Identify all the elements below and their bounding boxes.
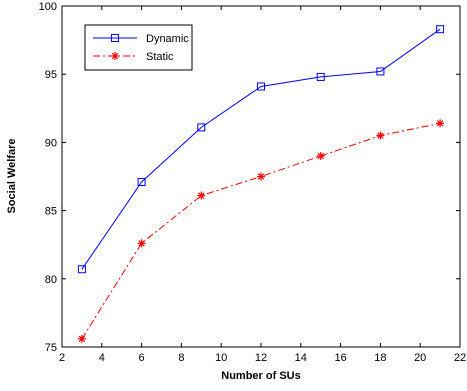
x-tick-label: 4 [99,352,105,364]
asterisk-stroke [138,240,145,247]
data-point-static [137,239,146,248]
legend-marker-dynamic [111,34,119,42]
y-tick-label: 100 [39,1,57,13]
y-tick-label: 90 [45,137,57,149]
x-axis-title: Number of SUs [221,370,300,382]
data-point-static [257,172,265,181]
asterisk-stroke [78,335,86,343]
y-tick-label: 75 [45,342,57,354]
data-point-static [436,119,445,128]
x-tick-label: 16 [334,352,346,364]
data-point-dynamic [197,123,206,132]
legend-label-static: Static [146,51,174,63]
legend-marker-static [111,52,119,60]
data-point-static [197,191,206,200]
data-point-dynamic [376,67,385,76]
x-tick-label: 20 [414,352,426,364]
data-point-dynamic [77,265,86,274]
legend-box [84,24,193,71]
x-tick-label: 2 [59,352,65,364]
asterisk-stroke [257,173,265,180]
data-point-dynamic [316,72,325,81]
x-tick-label: 12 [255,352,267,364]
y-tick-label: 95 [45,69,57,81]
data-point-dynamic [436,25,445,34]
data-point-static [77,334,86,343]
legend-items: Dynamic Static [93,33,189,63]
x-tick-label: 8 [178,352,184,364]
y-tick-label: 80 [45,274,57,286]
data-point-dynamic [137,177,146,186]
asterisk-stroke [436,120,444,127]
asterisk-stroke [317,152,324,160]
y-axis-title: Social Welfare [6,139,18,214]
asterisk-stroke [198,192,205,199]
data-point-dynamic [257,82,265,91]
x-tick-label: 18 [374,352,386,364]
series-layer [77,25,445,343]
legend: Dynamic Static [84,24,193,71]
x-tick-label: 22 [454,352,466,364]
asterisk-stroke [111,52,119,60]
legend-label-dynamic: Dynamic [146,33,189,45]
series-line-dynamic [81,28,441,270]
data-point-static [376,131,385,140]
x-tick-label: 10 [215,352,227,364]
data-point-static [316,152,325,161]
x-tick-label: 14 [295,352,307,364]
axes: 2 4 6 8 10 12 14 16 18 20 22 75 80 85 90 95 100 [39,1,466,364]
x-tick-label: 6 [139,352,145,364]
y-tick-label: 85 [45,206,57,218]
asterisk-stroke [377,132,384,139]
